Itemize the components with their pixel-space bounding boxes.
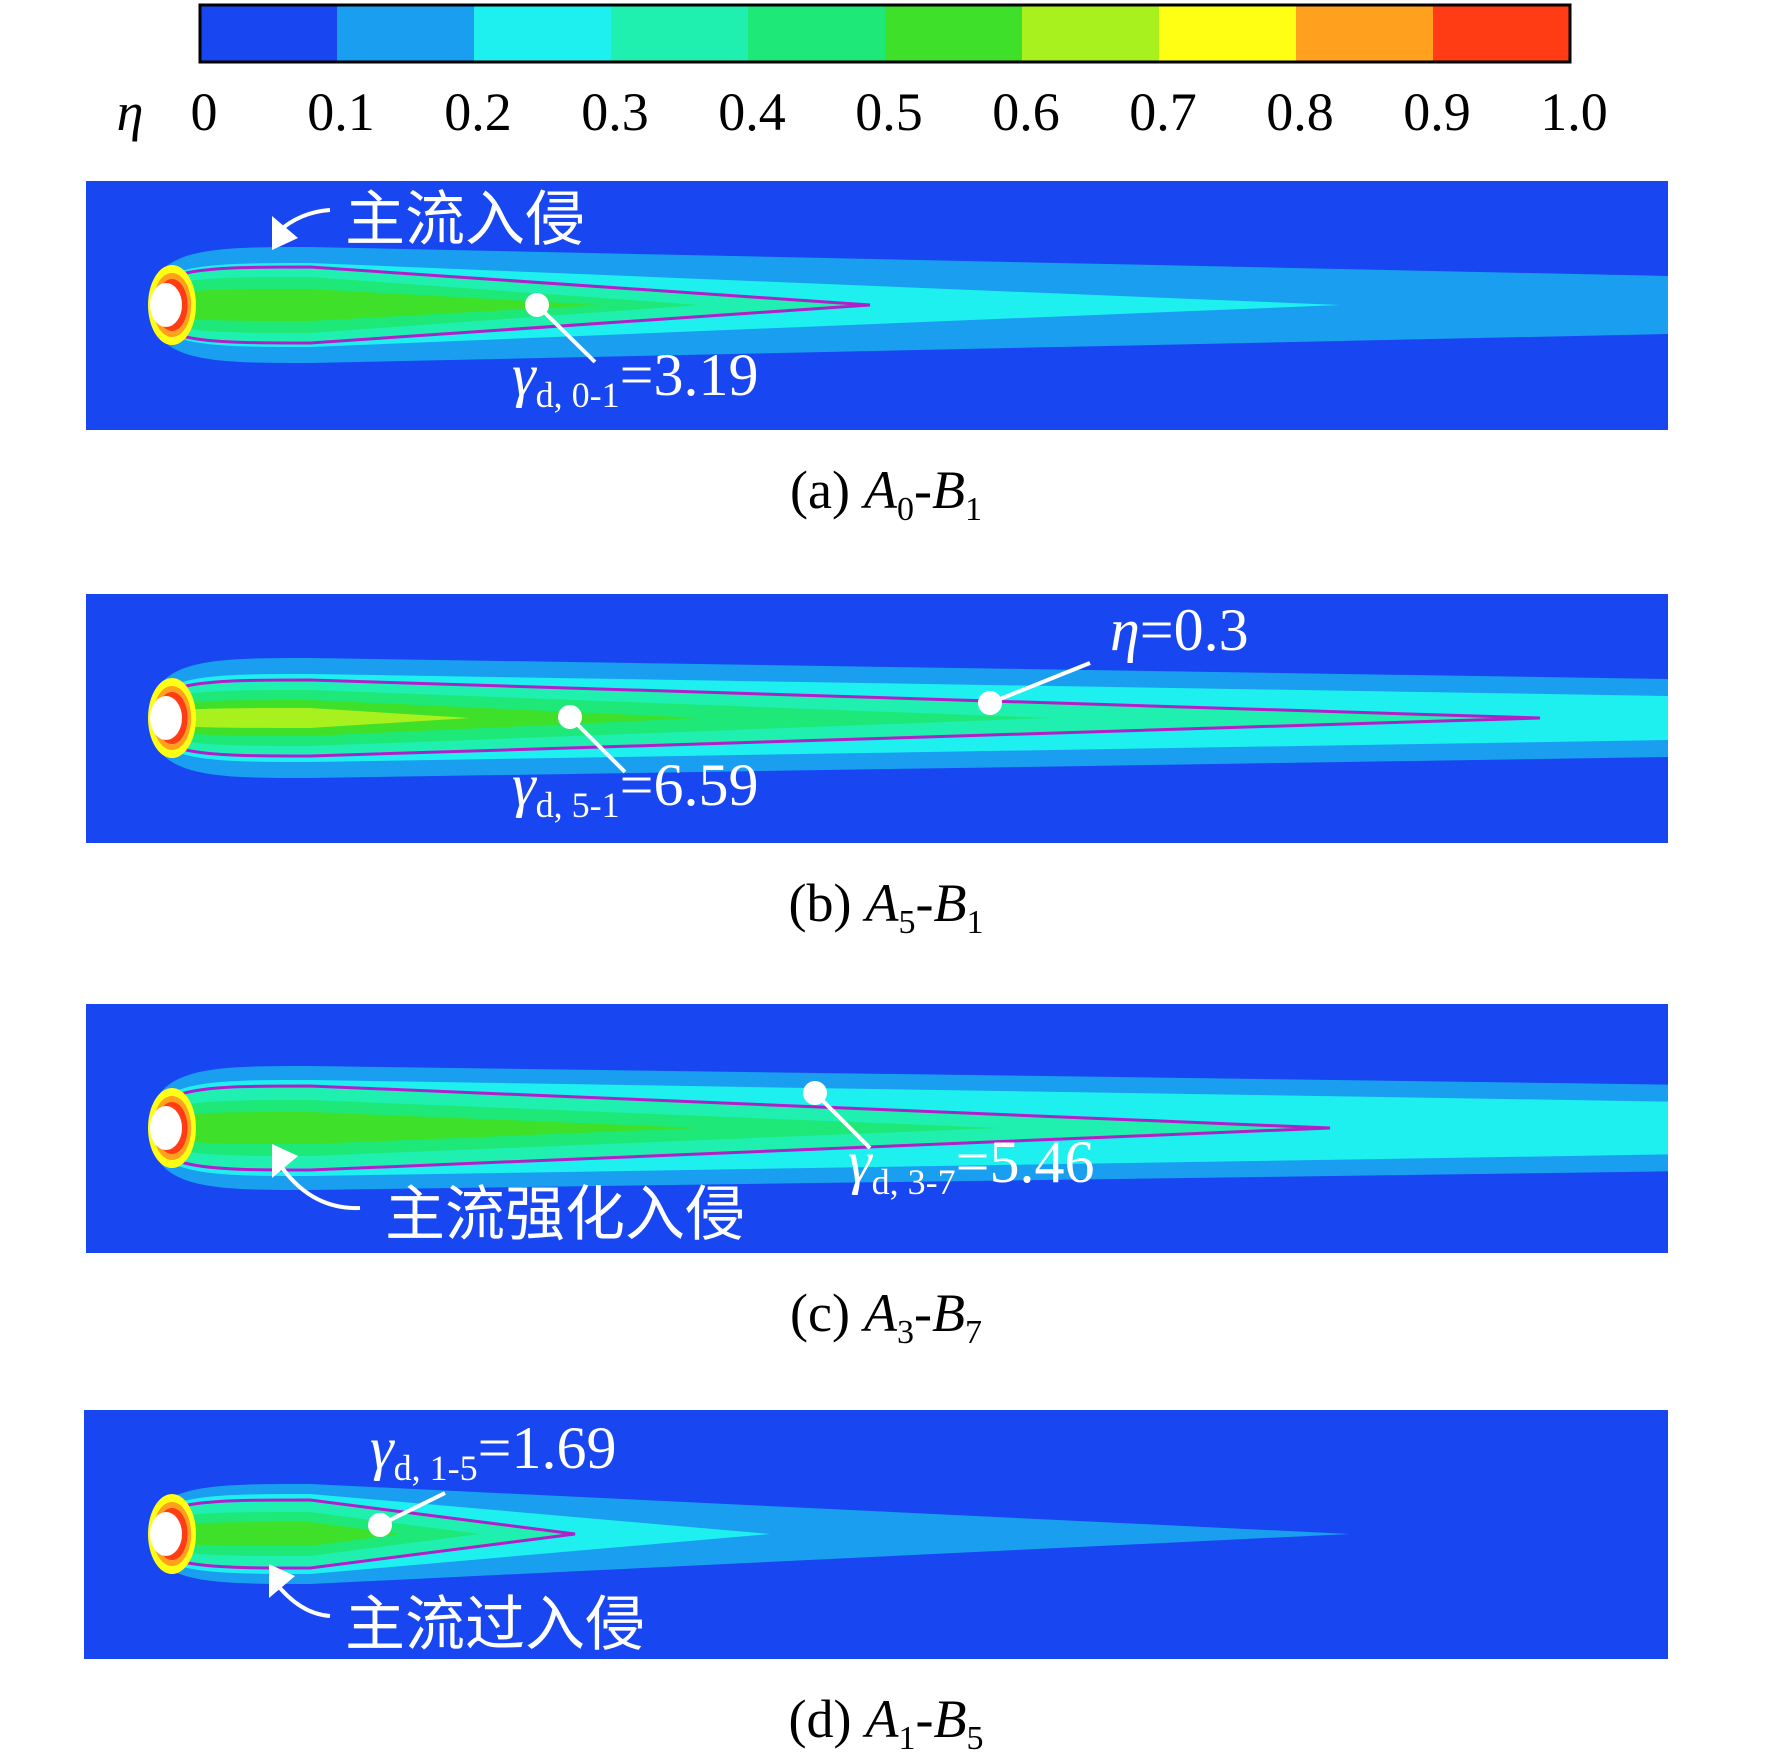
contour-region: [150, 708, 470, 728]
gamma-symbol: γ: [512, 752, 537, 818]
colorbar-segment: [474, 5, 612, 62]
arrow-head: [272, 216, 298, 250]
gamma-label: γd, 5-1=6.59: [512, 752, 759, 825]
colorbar-segment: [1159, 5, 1297, 62]
intrusion-label: 主流入侵: [345, 187, 585, 253]
cooling-hole: [150, 1512, 182, 1556]
panel-caption: (a) A0-B1: [790, 460, 982, 528]
colorbar-tick-label: 0.2: [444, 82, 512, 142]
panel-caption: (b) A5-B1: [789, 873, 984, 941]
colorbar-tick-label: 0.1: [307, 82, 375, 142]
cooling-hole: [150, 696, 182, 740]
leader-line: [989, 661, 1091, 705]
colorbar-tick-label: 0.5: [855, 82, 923, 142]
caption-b-sub: 1: [965, 491, 982, 528]
panel-caption: (d) A1-B5: [789, 1689, 984, 1757]
caption-label: (d): [789, 1689, 852, 1749]
marker-dot: [803, 1081, 827, 1105]
caption-a-sub: 0: [897, 491, 914, 528]
colorbar-segment: [1022, 5, 1160, 62]
leader-line: [813, 1091, 872, 1150]
caption-label: (b): [789, 873, 852, 933]
arrow-head: [272, 1144, 298, 1178]
gamma-symbol: γ: [512, 342, 537, 408]
caption-a-sub: 1: [898, 1720, 915, 1757]
gamma-label: γd, 0-1=3.19: [512, 342, 759, 415]
caption-a-sub: 3: [897, 1314, 914, 1351]
gamma-subscript: d, 3-7: [872, 1162, 956, 1202]
caption-b: B: [933, 1689, 966, 1749]
contour-region: [150, 1112, 700, 1144]
gamma-symbol: γ: [848, 1129, 873, 1195]
colorbar-segment: [1433, 5, 1571, 62]
gamma-subscript: d, 1-5: [394, 1448, 478, 1488]
colorbar-segment: [885, 5, 1023, 62]
gamma-subscript: d, 0-1: [536, 375, 620, 415]
gamma-value: =3.19: [620, 342, 759, 408]
colorbar-tick-label: 0: [191, 82, 218, 142]
gamma-subscript: d, 5-1: [536, 785, 620, 825]
gamma-value: =5.46: [956, 1129, 1095, 1195]
colorbar-frame: [198, 3, 1572, 64]
colorbar-segment: [1296, 5, 1434, 62]
colorbar-segment: [611, 5, 749, 62]
colorbar-segment: [200, 5, 338, 62]
caption-sep: -: [914, 460, 932, 520]
gamma-symbol: γ: [370, 1415, 395, 1481]
caption-b: B: [932, 1283, 965, 1343]
cooling-hole: [150, 1106, 182, 1150]
colorbar-tick-label: 0.7: [1129, 82, 1197, 142]
caption-label: (a): [790, 460, 850, 520]
colorbar-tick-label: 1.0: [1540, 82, 1608, 142]
marker-dot: [558, 705, 582, 729]
leader-line: [568, 715, 627, 774]
caption-a-sub: 5: [898, 904, 915, 941]
contour-region: [150, 289, 600, 321]
eta-symbol: η: [1110, 597, 1140, 663]
gamma-label: γd, 3-7=5.46: [848, 1129, 1095, 1202]
caption-a: A: [861, 460, 898, 520]
colorbar-tick-label: 0.3: [581, 82, 649, 142]
caption-b: B: [933, 873, 966, 933]
eta-label: η=0.3: [1110, 597, 1249, 663]
gamma-value: =1.69: [478, 1415, 617, 1481]
eta-value: =0.3: [1140, 597, 1249, 663]
caption-a: A: [862, 1689, 899, 1749]
caption-b-sub: 5: [966, 1720, 983, 1757]
gamma-label: γd, 1-5=1.69: [370, 1415, 617, 1488]
caption-sep: -: [914, 1283, 932, 1343]
colorbar-tick-label: 0.4: [718, 82, 786, 142]
marker-dot: [525, 293, 549, 317]
caption-sep: -: [915, 1689, 933, 1749]
colorbar-tick-label: 0.9: [1403, 82, 1471, 142]
panel-caption: (c) A3-B7: [790, 1283, 982, 1351]
colorbar-segment: [748, 5, 886, 62]
colorbar-symbol: η: [117, 82, 144, 142]
caption-a: A: [861, 1283, 898, 1343]
intrusion-arrow: [276, 1160, 361, 1211]
caption-a: A: [862, 873, 899, 933]
caption-b-sub: 1: [966, 904, 983, 941]
caption-b-sub: 7: [965, 1314, 982, 1351]
colorbar-tick-label: 0.8: [1266, 82, 1334, 142]
cooling-hole: [150, 283, 182, 327]
gamma-value: =6.59: [620, 752, 759, 818]
marker-dot: [978, 691, 1002, 715]
caption-label: (c): [790, 1283, 850, 1343]
leader-line: [379, 1491, 446, 1527]
arrow-head: [269, 1564, 295, 1598]
colorbar-tick-label: 0.6: [992, 82, 1060, 142]
intrusion-label: 主流强化入侵: [385, 1182, 745, 1248]
contour-region: [150, 1522, 400, 1546]
caption-sep: -: [915, 873, 933, 933]
marker-dot: [368, 1513, 392, 1537]
intrusion-label: 主流过入侵: [345, 1592, 645, 1658]
caption-b: B: [932, 460, 965, 520]
leader-line: [535, 303, 597, 364]
colorbar-segment: [337, 5, 475, 62]
